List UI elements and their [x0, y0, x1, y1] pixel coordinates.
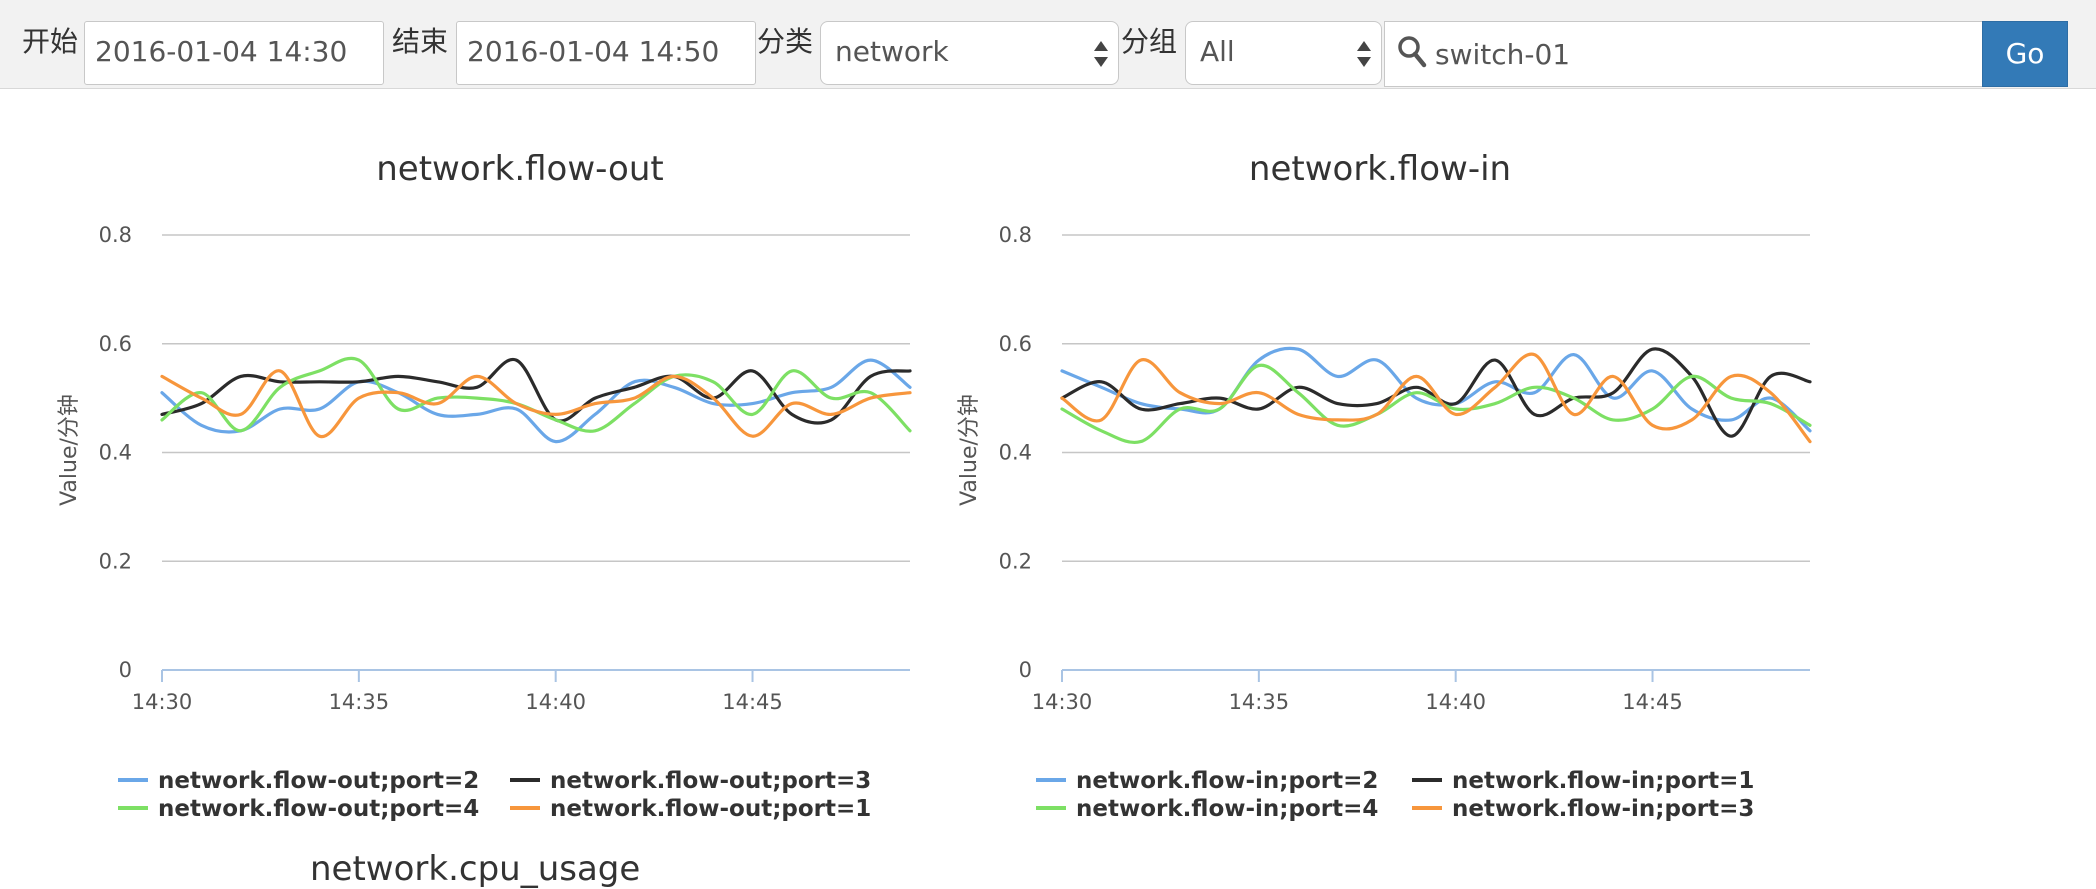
y-tick-label: 0 — [1019, 658, 1032, 682]
end-time-input[interactable]: 2016-01-04 14:50 — [456, 21, 756, 85]
legend-label: network.flow-out;port=2 — [158, 768, 479, 794]
select-arrows-icon — [1357, 39, 1371, 69]
search-input[interactable]: switch-01 — [1384, 21, 1983, 87]
series-line — [160, 369, 912, 438]
legend-label: network.flow-out;port=3 — [550, 768, 871, 794]
x-tick-label: 14:30 — [1032, 690, 1093, 714]
search-value: switch-01 — [1435, 38, 1571, 71]
y-axis-label: Value/分钟 — [957, 394, 982, 506]
legend-label: network.flow-in;port=3 — [1452, 796, 1754, 822]
x-tick-label: 14:40 — [525, 690, 586, 714]
legend-label: network.flow-in;port=4 — [1076, 796, 1378, 822]
legend-label: network.flow-out;port=1 — [550, 796, 871, 822]
x-tick-label: 14:35 — [1229, 690, 1290, 714]
group-select-value: All — [1200, 35, 1235, 68]
filter-toolbar: 开始 2016-01-04 14:30 结束 2016-01-04 14:50 … — [0, 0, 2096, 89]
legend-label: network.flow-out;port=4 — [158, 796, 479, 822]
flow-in-chart: network.flow-in Value/分钟 0 0.2 0.4 0.6 0.8 14… — [957, 149, 1812, 822]
category-label: 分类 — [757, 25, 814, 58]
x-tick-label: 14:45 — [722, 690, 783, 714]
y-tick-label: 0.8 — [999, 223, 1032, 247]
x-tick-label: 14:35 — [329, 690, 390, 714]
group-select[interactable]: All — [1185, 21, 1382, 85]
series-line — [1060, 352, 1812, 444]
start-label: 开始 — [22, 25, 79, 58]
category-select[interactable]: network — [820, 21, 1119, 85]
x-tick-label: 14:30 — [132, 690, 193, 714]
y-tick-label: 0.2 — [999, 549, 1032, 573]
series-line — [160, 356, 912, 433]
x-tick-label: 14:45 — [1622, 690, 1683, 714]
y-tick-label: 0.2 — [99, 549, 132, 573]
start-time-input[interactable]: 2016-01-04 14:30 — [84, 21, 384, 85]
chart-title: network.flow-out — [376, 149, 664, 189]
y-tick-label: 0.8 — [99, 223, 132, 247]
series-line — [1060, 346, 1812, 433]
search-icon — [1398, 36, 1427, 68]
next-chart-title: network.cpu_usage — [310, 849, 641, 889]
flow-out-chart: network.flow-out Value/分钟 0 0.2 0.4 0.6 0.8 1… — [57, 149, 912, 822]
group-label: 分组 — [1121, 25, 1178, 58]
legend-label: network.flow-in;port=1 — [1452, 768, 1754, 794]
chart-title: network.flow-in — [1249, 149, 1511, 189]
y-tick-label: 0.4 — [99, 441, 132, 465]
series-line — [160, 358, 912, 444]
category-select-value: network — [835, 35, 949, 68]
legend-label: network.flow-in;port=2 — [1076, 768, 1378, 794]
y-tick-label: 0 — [119, 658, 132, 682]
y-tick-label: 0.6 — [999, 332, 1032, 356]
y-tick-label: 0.4 — [999, 441, 1032, 465]
select-arrows-icon — [1094, 39, 1108, 69]
y-tick-label: 0.6 — [99, 332, 132, 356]
end-label: 结束 — [392, 25, 449, 58]
series-line — [160, 357, 912, 425]
x-tick-label: 14:40 — [1425, 690, 1486, 714]
series-line — [1060, 363, 1812, 445]
go-button[interactable]: Go — [1982, 21, 2068, 87]
y-axis-label: Value/分钟 — [57, 394, 82, 506]
